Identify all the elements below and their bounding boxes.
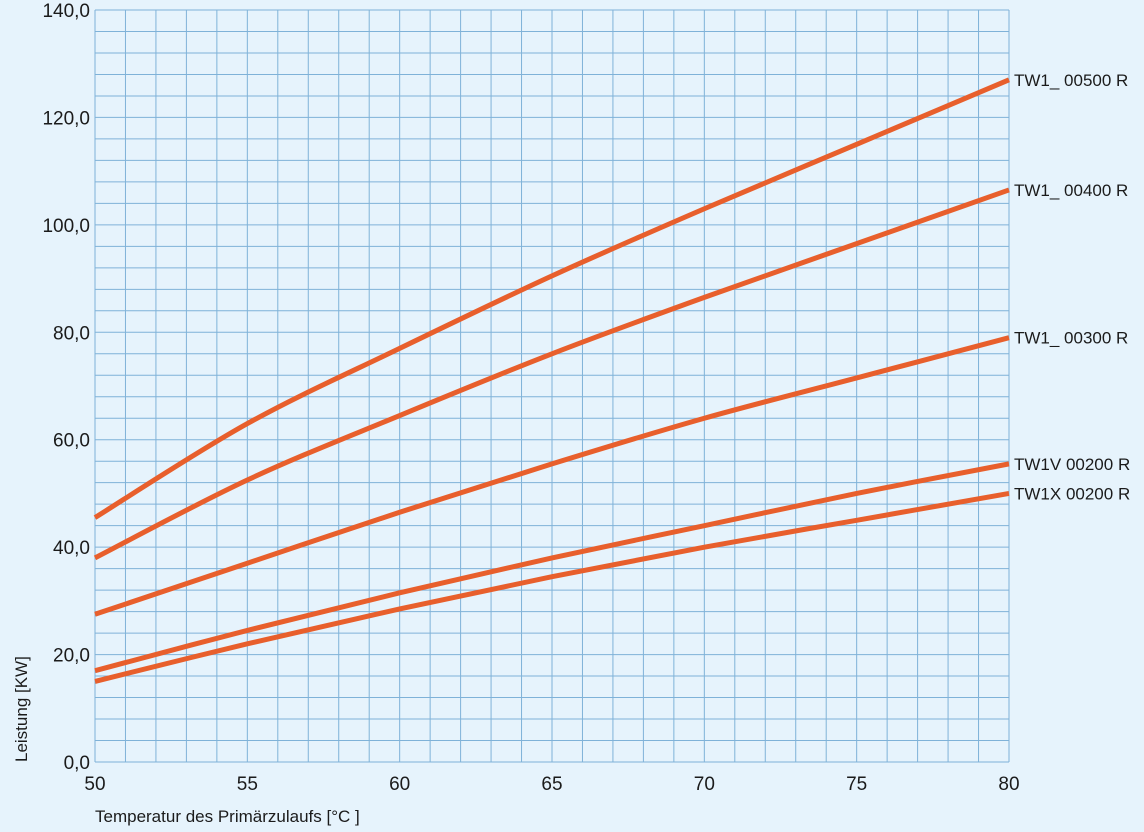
y-tick-label: 80,0 [53, 323, 90, 344]
series-line [93, 187, 1010, 561]
y-tick-label: 100,0 [42, 216, 90, 237]
x-tick-label: 80 [998, 774, 1019, 795]
series-line [94, 461, 1010, 674]
series-label: TW1X 00200 R [1014, 484, 1130, 503]
y-tick-label: 40,0 [53, 538, 90, 559]
y-tick-label: 120,0 [42, 108, 90, 129]
series-line [94, 335, 1010, 617]
grid [94, 9, 1010, 763]
y-tick-label: 0,0 [64, 753, 90, 774]
series-label: TW1_ 00400 R [1014, 181, 1128, 200]
series-line [93, 77, 1010, 520]
y-axis: 0,0 20,0 40,0 60,0 80,0 100,0 120,0 140,0 [42, 1, 90, 774]
x-tick-label: 65 [541, 774, 562, 795]
x-tick-label: 55 [237, 774, 258, 795]
x-tick-label: 75 [846, 774, 867, 795]
y-tick-label: 20,0 [53, 646, 90, 667]
series-labels: TW1_ 00500 R TW1_ 00400 R TW1_ 00300 R TW1V… [1014, 71, 1130, 504]
x-axis: 50 55 60 65 70 75 80 [84, 774, 1019, 795]
series-label: TW1_ 00300 R [1014, 329, 1128, 348]
x-tick-label: 50 [84, 774, 105, 795]
x-axis-title: Temperatur des Primärzulaufs [°C ] [95, 807, 360, 826]
x-tick-label: 60 [389, 774, 410, 795]
series-lines [93, 77, 1010, 684]
y-tick-label: 140,0 [42, 1, 90, 22]
y-tick-label: 60,0 [53, 431, 90, 452]
y-axis-title: Leistung [KW] [12, 656, 31, 762]
series-line [94, 490, 1010, 684]
series-label: TW1_ 00500 R [1014, 71, 1128, 90]
x-tick-label: 70 [694, 774, 715, 795]
series-label: TW1V 00200 R [1014, 455, 1130, 474]
